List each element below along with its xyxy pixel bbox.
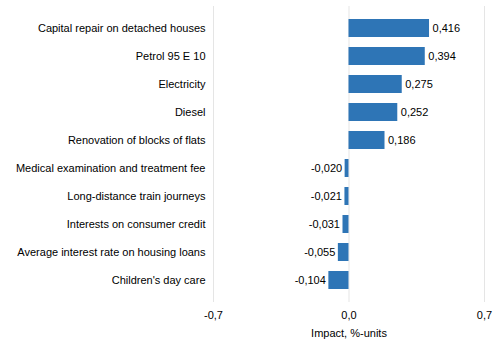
svg-text:-0,7: -0,7	[204, 309, 223, 321]
svg-text:Children's day care: Children's day care	[112, 274, 206, 286]
svg-text:0,186: 0,186	[388, 134, 416, 146]
svg-text:Diesel: Diesel	[175, 106, 206, 118]
svg-text:Petrol 95 E 10: Petrol 95 E 10	[136, 50, 206, 62]
svg-text:Impact, %-units: Impact, %-units	[311, 327, 387, 339]
svg-text:0,416: 0,416	[433, 22, 461, 34]
svg-text:0,0: 0,0	[341, 309, 356, 321]
svg-text:Electricity: Electricity	[158, 78, 206, 90]
svg-text:-0,031: -0,031	[309, 218, 340, 230]
svg-text:Long-distance train journeys: Long-distance train journeys	[67, 190, 206, 202]
svg-text:Capital repair on detached hou: Capital repair on detached houses	[38, 22, 206, 34]
svg-text:Interests on consumer credit: Interests on consumer credit	[67, 218, 206, 230]
svg-text:0,7: 0,7	[477, 309, 492, 321]
svg-text:0,252: 0,252	[401, 106, 429, 118]
svg-text:-0,104: -0,104	[295, 274, 326, 286]
svg-text:Average interest rate on housi: Average interest rate on housing loans	[17, 246, 206, 258]
svg-text:-0,021: -0,021	[311, 190, 342, 202]
svg-text:-0,020: -0,020	[311, 162, 342, 174]
svg-text:Renovation of blocks of flats: Renovation of blocks of flats	[68, 134, 206, 146]
svg-text:0,275: 0,275	[405, 78, 433, 90]
svg-text:0,394: 0,394	[428, 50, 456, 62]
svg-text:-0,055: -0,055	[304, 246, 335, 258]
svg-text:Medical examination and treatm: Medical examination and treatment fee	[16, 162, 206, 174]
